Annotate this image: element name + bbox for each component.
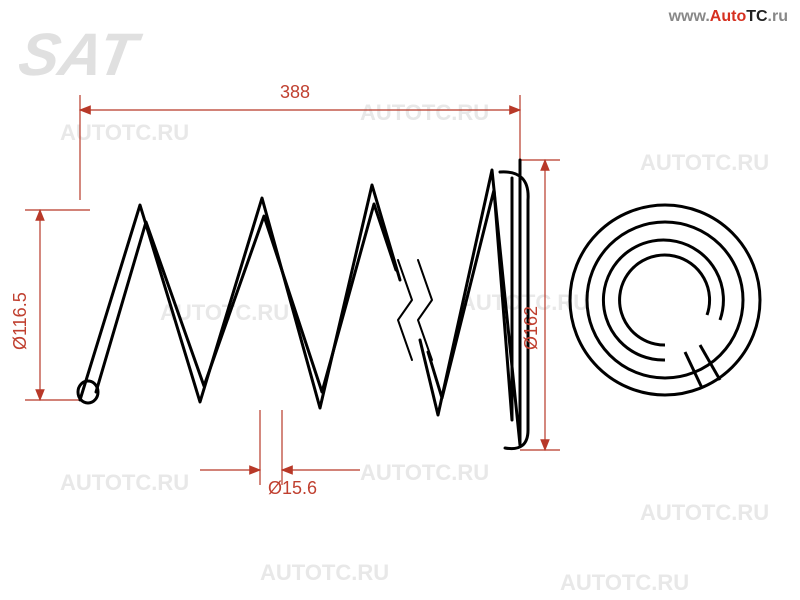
- dim-large-dia: Ø162: [521, 306, 542, 350]
- dim-wire-dia: Ø15.6: [268, 478, 317, 499]
- technical-drawing: [0, 0, 800, 600]
- dim-length: 388: [280, 82, 310, 103]
- dim-small-dia: Ø116.5: [10, 292, 31, 350]
